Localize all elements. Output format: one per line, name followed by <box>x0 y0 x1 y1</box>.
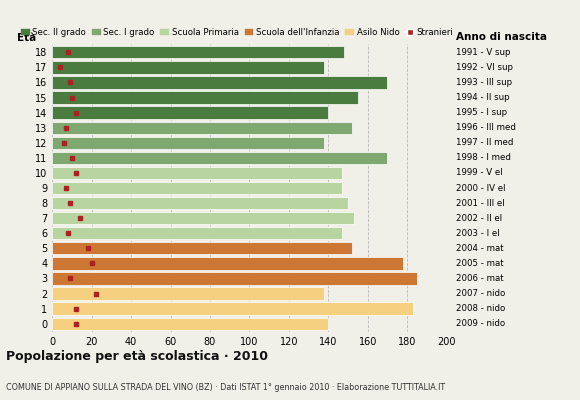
Bar <box>52 272 417 285</box>
Text: Popolazione per età scolastica · 2010: Popolazione per età scolastica · 2010 <box>6 350 268 363</box>
Text: 1995 - I sup: 1995 - I sup <box>456 108 507 117</box>
Bar <box>52 136 324 149</box>
Text: 2006 - mat: 2006 - mat <box>456 274 503 283</box>
Text: Anno di nascita: Anno di nascita <box>456 32 547 42</box>
Text: COMUNE DI APPIANO SULLA STRADA DEL VINO (BZ) · Dati ISTAT 1° gennaio 2010 · Elab: COMUNE DI APPIANO SULLA STRADA DEL VINO … <box>6 383 445 392</box>
Bar <box>52 227 342 240</box>
Bar <box>52 91 358 104</box>
Text: 2009 - nido: 2009 - nido <box>456 319 505 328</box>
Legend: Sec. II grado, Sec. I grado, Scuola Primaria, Scuola dell'Infanzia, Asilo Nido, : Sec. II grado, Sec. I grado, Scuola Prim… <box>21 28 454 37</box>
Text: 2002 - II el: 2002 - II el <box>456 214 502 223</box>
Text: 2001 - III el: 2001 - III el <box>456 198 505 208</box>
Bar <box>52 197 348 209</box>
Text: 2000 - IV el: 2000 - IV el <box>456 184 505 192</box>
Bar <box>52 106 328 119</box>
Text: 1996 - III med: 1996 - III med <box>456 123 516 132</box>
Text: 1997 - II med: 1997 - II med <box>456 138 513 147</box>
Text: 1991 - V sup: 1991 - V sup <box>456 48 510 57</box>
Text: 1998 - I med: 1998 - I med <box>456 153 511 162</box>
Bar <box>52 182 342 194</box>
Text: 2003 - I el: 2003 - I el <box>456 229 499 238</box>
Bar <box>52 302 413 315</box>
Text: 2007 - nido: 2007 - nido <box>456 289 505 298</box>
Bar <box>52 46 344 58</box>
Bar <box>52 212 354 224</box>
Bar <box>52 61 324 74</box>
Text: 1994 - II sup: 1994 - II sup <box>456 93 509 102</box>
Text: 2004 - mat: 2004 - mat <box>456 244 503 253</box>
Text: 1992 - VI sup: 1992 - VI sup <box>456 63 513 72</box>
Bar <box>52 152 387 164</box>
Text: Età: Età <box>17 32 36 42</box>
Bar <box>52 287 324 300</box>
Text: 1993 - III sup: 1993 - III sup <box>456 78 512 87</box>
Text: 1999 - V el: 1999 - V el <box>456 168 502 178</box>
Bar <box>52 257 403 270</box>
Text: 2005 - mat: 2005 - mat <box>456 259 503 268</box>
Bar <box>52 76 387 89</box>
Text: 2008 - nido: 2008 - nido <box>456 304 505 313</box>
Bar <box>52 242 352 254</box>
Bar <box>52 318 328 330</box>
Bar <box>52 167 342 179</box>
Bar <box>52 122 352 134</box>
